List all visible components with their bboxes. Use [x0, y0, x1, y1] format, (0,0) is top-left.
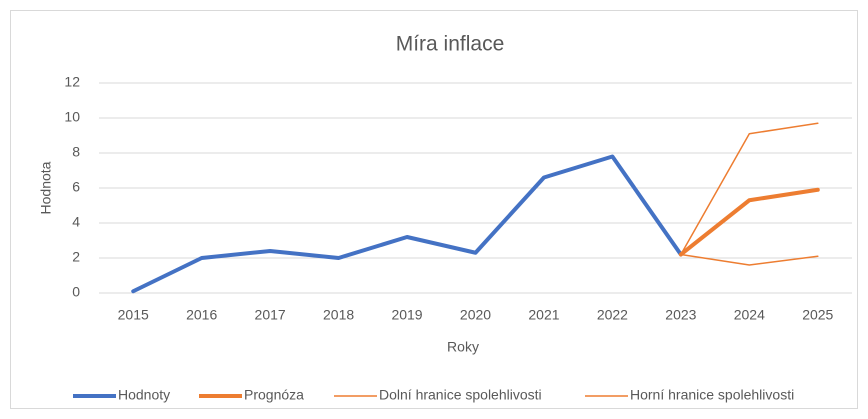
legend-label: Horní hranice spolehlivosti — [630, 387, 794, 403]
x-tick-label: 2020 — [460, 307, 491, 323]
y-tick-label: 10 — [64, 109, 80, 125]
y-tick-label: 0 — [72, 284, 80, 300]
x-tick-label: 2024 — [734, 307, 765, 323]
y-tick-label: 4 — [72, 214, 80, 230]
x-tick-label: 2023 — [665, 307, 696, 323]
y-tick-label: 12 — [64, 74, 80, 90]
y-tick-label: 8 — [72, 144, 80, 160]
x-tick-label: 2017 — [255, 307, 286, 323]
series-line — [680, 122, 819, 256]
x-tick-label: 2025 — [802, 307, 833, 323]
y-tick-label: 6 — [72, 179, 80, 195]
series-line — [678, 187, 820, 257]
y-tick-label: 2 — [72, 249, 80, 265]
x-tick-label: 2018 — [323, 307, 354, 323]
x-tick-label: 2021 — [528, 307, 559, 323]
x-tick-label: 2015 — [118, 307, 149, 323]
x-axis-label: Roky — [447, 339, 479, 355]
x-tick-label: 2016 — [186, 307, 217, 323]
x-tick-label: 2022 — [597, 307, 628, 323]
chart-border — [10, 10, 858, 409]
legend-label: Hodnoty — [118, 387, 170, 403]
x-tick-label: 2019 — [391, 307, 422, 323]
series-line — [680, 253, 819, 266]
legend-label: Prognóza — [244, 387, 304, 403]
chart-title: Míra inflace — [396, 33, 505, 56]
y-axis-label: Hodnota — [38, 161, 54, 214]
series-line — [131, 154, 683, 294]
legend-label: Dolní hranice spolehlivosti — [379, 387, 542, 403]
